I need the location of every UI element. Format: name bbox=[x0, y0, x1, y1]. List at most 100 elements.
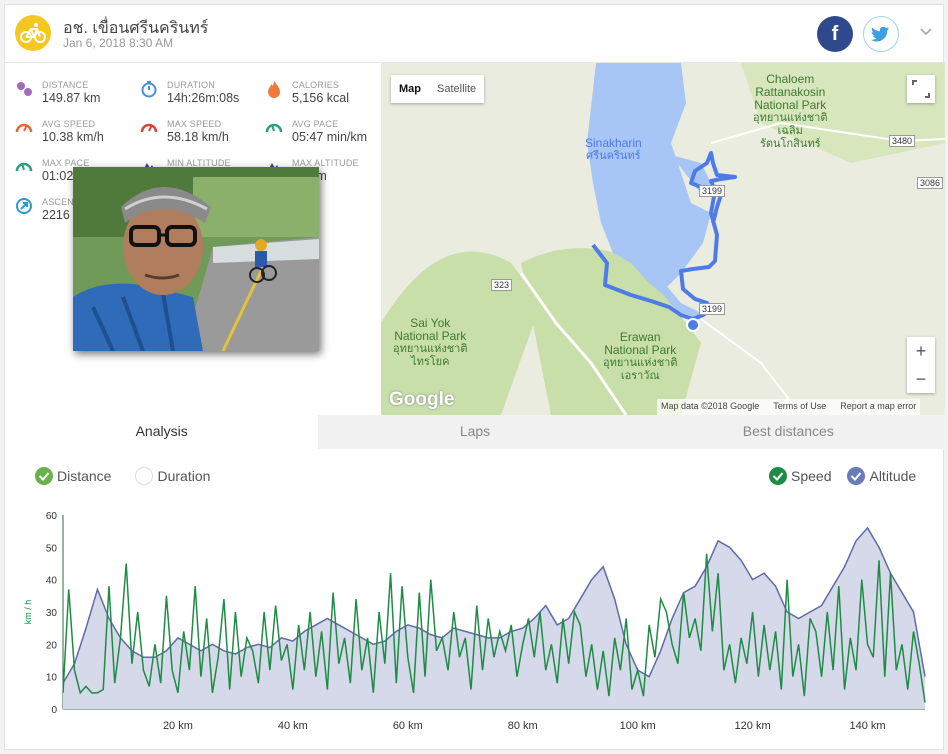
map-type-map-button[interactable]: Map bbox=[399, 83, 421, 95]
map-label-chaloem: Chaloem Rattanakosin National Park อุทยา… bbox=[753, 73, 828, 151]
toggle-altitude-label[interactable]: Altitude bbox=[869, 468, 917, 484]
zoom-control: + − bbox=[907, 337, 935, 393]
stat-distance: DISTANCE 149.87 km bbox=[5, 70, 130, 106]
road-shield: 323 bbox=[491, 279, 513, 291]
activity-photo[interactable] bbox=[73, 167, 319, 351]
pace-icon bbox=[15, 162, 33, 172]
analysis-chart[interactable]: 0 10 20 30 40 50 60 20 km 40 km 60 km 80 km 100 km 1… bbox=[5, 501, 945, 746]
stat-value: 149.87 km bbox=[42, 91, 101, 105]
stat-label: MAX PACE bbox=[42, 158, 90, 168]
stat-label: MIN ALTITUDE bbox=[167, 158, 231, 168]
road-shield: 3199 bbox=[699, 185, 726, 197]
stat-value: 05:47 min/km bbox=[292, 130, 368, 144]
stat-label: DISTANCE bbox=[42, 80, 89, 90]
toggle-duration-label[interactable]: Duration bbox=[157, 468, 211, 484]
place-name: Sinakharin bbox=[585, 136, 642, 150]
place-name: National Park bbox=[394, 329, 467, 343]
place-name: National Park bbox=[604, 343, 677, 357]
map-label-erawan: Erawan National Park อุทยานแห่งชาติ เอรา… bbox=[603, 331, 678, 383]
map-type-control: Map Satellite bbox=[391, 75, 485, 103]
stat-label: CALORIES bbox=[292, 80, 340, 90]
y-tick-label: 0 bbox=[51, 705, 57, 716]
stat-value: 58.18 km/h bbox=[167, 130, 229, 144]
checkmark-icon[interactable] bbox=[847, 467, 866, 485]
stat-label: AVG SPEED bbox=[42, 119, 96, 129]
stat-calories: CALORIES 5,156 kcal bbox=[255, 70, 380, 106]
place-name: อุทยานแห่งชาติ bbox=[603, 357, 678, 369]
activity-header: อช. เขื่อนศรีนครินทร์ Jan 6, 2018 8:30 A… bbox=[5, 5, 945, 63]
place-name: อุทยานแห่งชาติ bbox=[393, 343, 468, 355]
x-tick-label: 120 km bbox=[735, 720, 771, 732]
facebook-share-button[interactable]: f bbox=[817, 16, 853, 52]
speedometer-icon bbox=[140, 123, 158, 133]
google-logo: Google bbox=[389, 389, 455, 410]
road-shield: 3086 bbox=[917, 177, 944, 189]
stat-max-speed: MAX SPEED 58.18 km/h bbox=[130, 109, 255, 145]
x-tick-label: 20 km bbox=[163, 720, 193, 732]
tab-best-distances[interactable]: Best distances bbox=[742, 423, 834, 439]
route-map[interactable]: Map Satellite Chaloem Rattanakosin Natio… bbox=[381, 63, 945, 415]
y-tick-label: 10 bbox=[46, 673, 58, 684]
y-tick-label: 60 bbox=[46, 511, 58, 522]
lake-area bbox=[671, 155, 711, 191]
stat-label: DURATION bbox=[167, 80, 215, 90]
altitude-area bbox=[63, 527, 925, 709]
lake-area bbox=[587, 63, 711, 293]
altitude-series-line bbox=[62, 526, 926, 684]
activity-title: อช. เขื่อนศรีนครินทร์ bbox=[63, 20, 209, 37]
stopwatch-icon bbox=[141, 81, 157, 98]
stat-label: ASCENT bbox=[42, 197, 80, 207]
fullscreen-icon bbox=[912, 80, 930, 98]
place-name: National Park bbox=[754, 98, 827, 112]
analysis-tabs: Analysis Laps Best distances bbox=[5, 415, 945, 449]
map-label-sai-yok: Sai Yok National Park อุทยานแห่งชาติ ไทร… bbox=[393, 317, 468, 369]
stat-label: MAX SPEED bbox=[167, 119, 222, 129]
y-tick-label: 40 bbox=[46, 576, 58, 587]
place-name: อุทยานแห่งชาติ bbox=[753, 112, 828, 124]
toggle-distance-label[interactable]: Distance bbox=[57, 468, 112, 484]
x-axis-toggle-group: Distance Duration bbox=[35, 467, 210, 485]
place-name: Erawan bbox=[619, 330, 661, 344]
zoom-out-button[interactable]: − bbox=[915, 369, 927, 389]
chevron-down-icon[interactable] bbox=[919, 25, 933, 39]
tab-laps[interactable]: Laps bbox=[459, 423, 491, 439]
place-name: Rattanakosin bbox=[755, 85, 826, 99]
activity-card: อช. เขื่อนศรีนครินทร์ Jan 6, 2018 8:30 A… bbox=[4, 4, 945, 750]
tab-analysis[interactable]: Analysis bbox=[5, 415, 319, 449]
map-type-satellite-button[interactable]: Satellite bbox=[437, 83, 477, 95]
checkmark-icon[interactable] bbox=[769, 467, 787, 485]
x-tick-label: 60 km bbox=[393, 720, 423, 732]
y-tick-label: 50 bbox=[46, 543, 58, 554]
stat-avg-pace: AVG PACE 05:47 min/km bbox=[255, 109, 380, 145]
stat-value: 5,156 kcal bbox=[292, 91, 349, 105]
stat-value: 10.38 km/h bbox=[42, 130, 104, 144]
toggle-speed-label[interactable]: Speed bbox=[791, 468, 832, 484]
map-attribution: Map data ©2018 Google Terms of Use Repor… bbox=[657, 399, 921, 415]
y-axis-label: km / h bbox=[23, 600, 33, 625]
bicycle-icon bbox=[15, 15, 51, 51]
ascent-icon bbox=[16, 198, 32, 214]
place-name: ศรีนครินทร์ bbox=[586, 150, 641, 162]
place-name: Sai Yok bbox=[410, 316, 451, 330]
distance-icon bbox=[17, 82, 32, 96]
unchecked-circle-icon[interactable] bbox=[135, 467, 154, 485]
place-name: ไทรโยค bbox=[411, 356, 450, 368]
x-tick-label: 100 km bbox=[620, 720, 656, 732]
stat-value: 14h:26m:08s bbox=[167, 91, 240, 105]
terms-of-use-link[interactable]: Terms of Use bbox=[773, 401, 827, 411]
fullscreen-button[interactable] bbox=[907, 75, 935, 103]
speedometer-icon bbox=[15, 123, 33, 133]
flame-icon bbox=[268, 81, 280, 98]
report-map-error-link[interactable]: Report a map error bbox=[840, 401, 917, 411]
place-name: เอราวัณ bbox=[620, 370, 660, 382]
stat-avg-speed: AVG SPEED 10.38 km/h bbox=[5, 109, 130, 145]
twitter-share-button[interactable] bbox=[863, 16, 899, 52]
twitter-icon bbox=[871, 26, 889, 42]
place-name: Chaloem bbox=[766, 72, 815, 86]
zoom-in-button[interactable]: + bbox=[915, 341, 927, 361]
speed-series-line bbox=[62, 553, 926, 703]
x-tick-label: 140 km bbox=[849, 720, 885, 732]
x-tick-label: 40 km bbox=[278, 720, 308, 732]
route-start-marker bbox=[686, 318, 700, 332]
checkmark-icon[interactable] bbox=[35, 467, 53, 485]
